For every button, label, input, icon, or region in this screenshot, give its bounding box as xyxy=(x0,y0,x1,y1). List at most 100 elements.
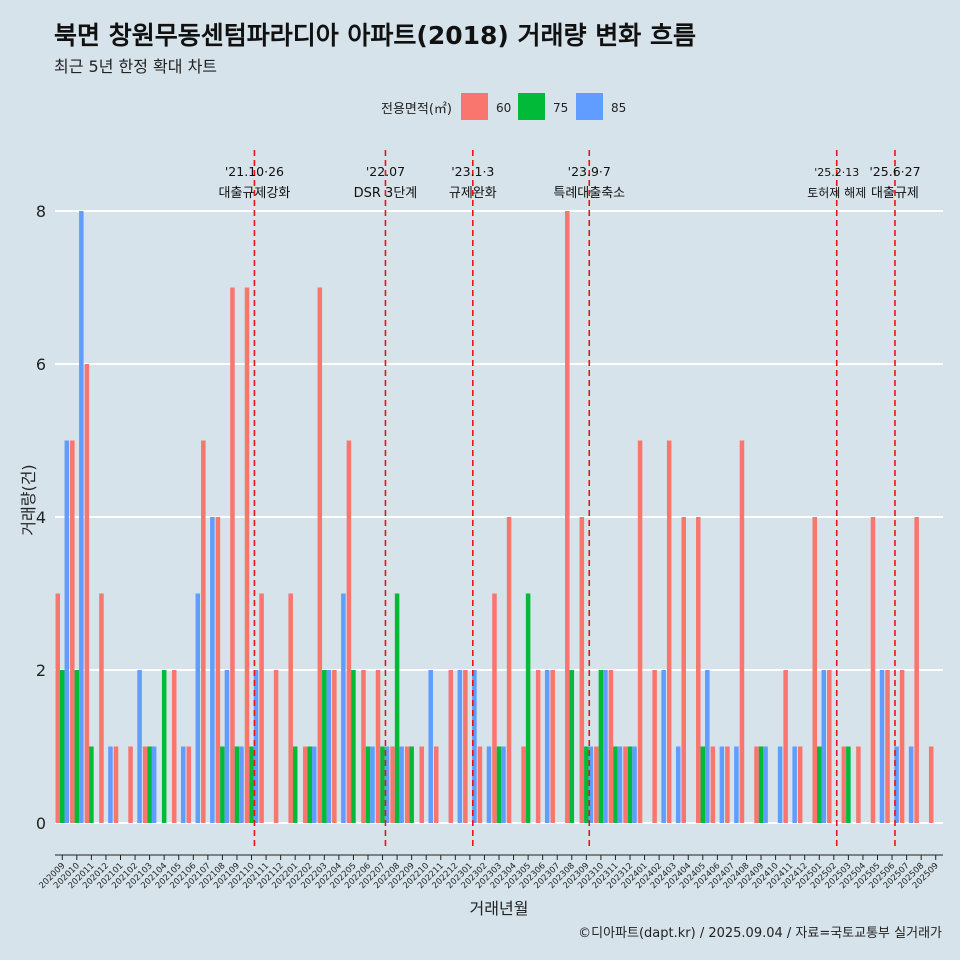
bar-85-202406 xyxy=(719,746,725,823)
bar-60-202507 xyxy=(899,670,905,823)
bar-75-202009 xyxy=(60,670,65,823)
bar-85-202009 xyxy=(64,440,70,823)
bar-60-202211 xyxy=(434,746,439,823)
bar-60-202309 xyxy=(579,517,585,823)
bar-60-202409 xyxy=(754,746,759,823)
legend-label-60: 60 xyxy=(496,101,511,115)
bar-60-202401 xyxy=(637,440,643,823)
bar-85-202107 xyxy=(210,517,215,823)
chart-title: 북면 창원무동센텀파라디아 아파트(2018) 거래량 변화 흐름 xyxy=(54,21,696,50)
bar-60-202407 xyxy=(725,746,730,823)
y-tick-label: 4 xyxy=(36,508,46,527)
bar-60-202404 xyxy=(681,517,686,823)
bar-60-202508 xyxy=(914,517,919,823)
bar-85-202409 xyxy=(763,746,768,823)
bar-60-202312 xyxy=(623,746,628,823)
bar-60-202501 xyxy=(812,517,818,823)
bar-75-202010 xyxy=(74,670,80,823)
bar-85-202202 xyxy=(312,746,317,823)
bar-85-202212 xyxy=(457,670,463,823)
bar-60-202502 xyxy=(827,670,832,823)
bar-85-202010 xyxy=(79,211,84,823)
chart-subtitle: 최근 5년 한정 확대 차트 xyxy=(54,57,218,76)
bar-75-202409 xyxy=(758,746,764,823)
bar-85-202410 xyxy=(777,746,783,823)
bar-60-202205 xyxy=(346,440,352,823)
legend-title: 전용면적(㎡) xyxy=(381,102,452,117)
bar-60-202302 xyxy=(477,746,483,823)
bar-85-202203 xyxy=(326,670,332,823)
bar-60-202403 xyxy=(666,440,672,823)
bar-75-202310 xyxy=(598,670,604,823)
bar-75-202312 xyxy=(627,746,633,823)
bar-85-202106 xyxy=(195,593,201,823)
bar-75-202308 xyxy=(569,670,575,823)
legend-swatch-75 xyxy=(518,93,545,120)
bar-60-202102 xyxy=(128,746,133,823)
bar-85-202102 xyxy=(137,670,142,823)
bar-75-202405 xyxy=(700,746,706,823)
bar-60-202203 xyxy=(317,287,323,823)
bar-85-202309 xyxy=(588,746,594,823)
bar-60-202308 xyxy=(565,211,570,823)
bar-75-202206 xyxy=(365,746,371,823)
legend-swatch-85 xyxy=(576,93,603,120)
bar-75-202201 xyxy=(292,746,298,823)
event-label: DSR 3단계 xyxy=(354,186,418,201)
bar-85-202105 xyxy=(180,746,186,823)
bar-85-202405 xyxy=(705,670,710,823)
event-date-label: '21.10·26 xyxy=(225,164,284,179)
bar-60-202204 xyxy=(332,670,337,823)
bar-60-202212 xyxy=(448,670,454,823)
bar-60-202207 xyxy=(375,670,381,823)
bar-75-202309 xyxy=(584,746,589,823)
bar-75-202501 xyxy=(817,746,822,823)
event-date-label: '25.2·13 xyxy=(814,166,859,179)
bar-60-202206 xyxy=(361,670,366,823)
source-caption: ©디아파트(dapt.kr) / 2025.09.04 / 자료=국토교통부 실… xyxy=(578,926,942,941)
event-label: 규제완화 xyxy=(449,186,497,201)
bar-85-202507 xyxy=(908,746,914,823)
bar-60-202505 xyxy=(870,517,876,823)
bar-85-202505 xyxy=(879,670,885,823)
bar-60-202103 xyxy=(142,746,148,823)
bar-60-202301 xyxy=(463,670,468,823)
event-date-label: '23.1·3 xyxy=(451,164,494,179)
x-axis-title: 거래년월 xyxy=(470,899,529,918)
bar-85-202206 xyxy=(370,746,375,823)
bar-60-202106 xyxy=(186,746,192,823)
bar-75-202011 xyxy=(89,746,94,823)
bar-85-202407 xyxy=(734,746,739,823)
event-date-label: '23.9·7 xyxy=(568,164,611,179)
bar-85-202312 xyxy=(632,746,637,823)
bar-60-202112 xyxy=(273,670,279,823)
bar-85-202311 xyxy=(617,746,623,823)
bar-60-202101 xyxy=(113,746,119,823)
bar-60-202202 xyxy=(302,746,308,823)
event-date-label: '22.07 xyxy=(366,164,405,179)
bar-85-202411 xyxy=(792,746,797,823)
bar-60-202201 xyxy=(288,593,293,823)
bar-60-202405 xyxy=(696,517,701,823)
y-axis-title: 거래량(건) xyxy=(19,464,38,535)
bar-75-202209 xyxy=(409,746,414,823)
bar-85-202210 xyxy=(428,670,433,823)
bar-60-202406 xyxy=(710,746,716,823)
bar-75-202305 xyxy=(525,593,531,823)
bar-75-202208 xyxy=(394,593,400,823)
bar-60-202011 xyxy=(84,364,90,823)
bar-85-202506 xyxy=(894,746,899,823)
bar-60-202210 xyxy=(419,746,424,823)
bar-60-202109 xyxy=(230,287,235,823)
bar-85-202103 xyxy=(151,746,157,823)
bar-60-202408 xyxy=(739,440,745,823)
event-label: 대출규제 xyxy=(871,186,919,201)
bar-60-202012 xyxy=(99,593,104,823)
bar-85-202108 xyxy=(224,670,230,823)
bar-60-202305 xyxy=(521,746,526,823)
bar-85-202403 xyxy=(675,746,681,823)
bar-85-202501 xyxy=(821,670,827,823)
bar-60-202208 xyxy=(390,746,395,823)
bar-85-202208 xyxy=(399,746,404,823)
